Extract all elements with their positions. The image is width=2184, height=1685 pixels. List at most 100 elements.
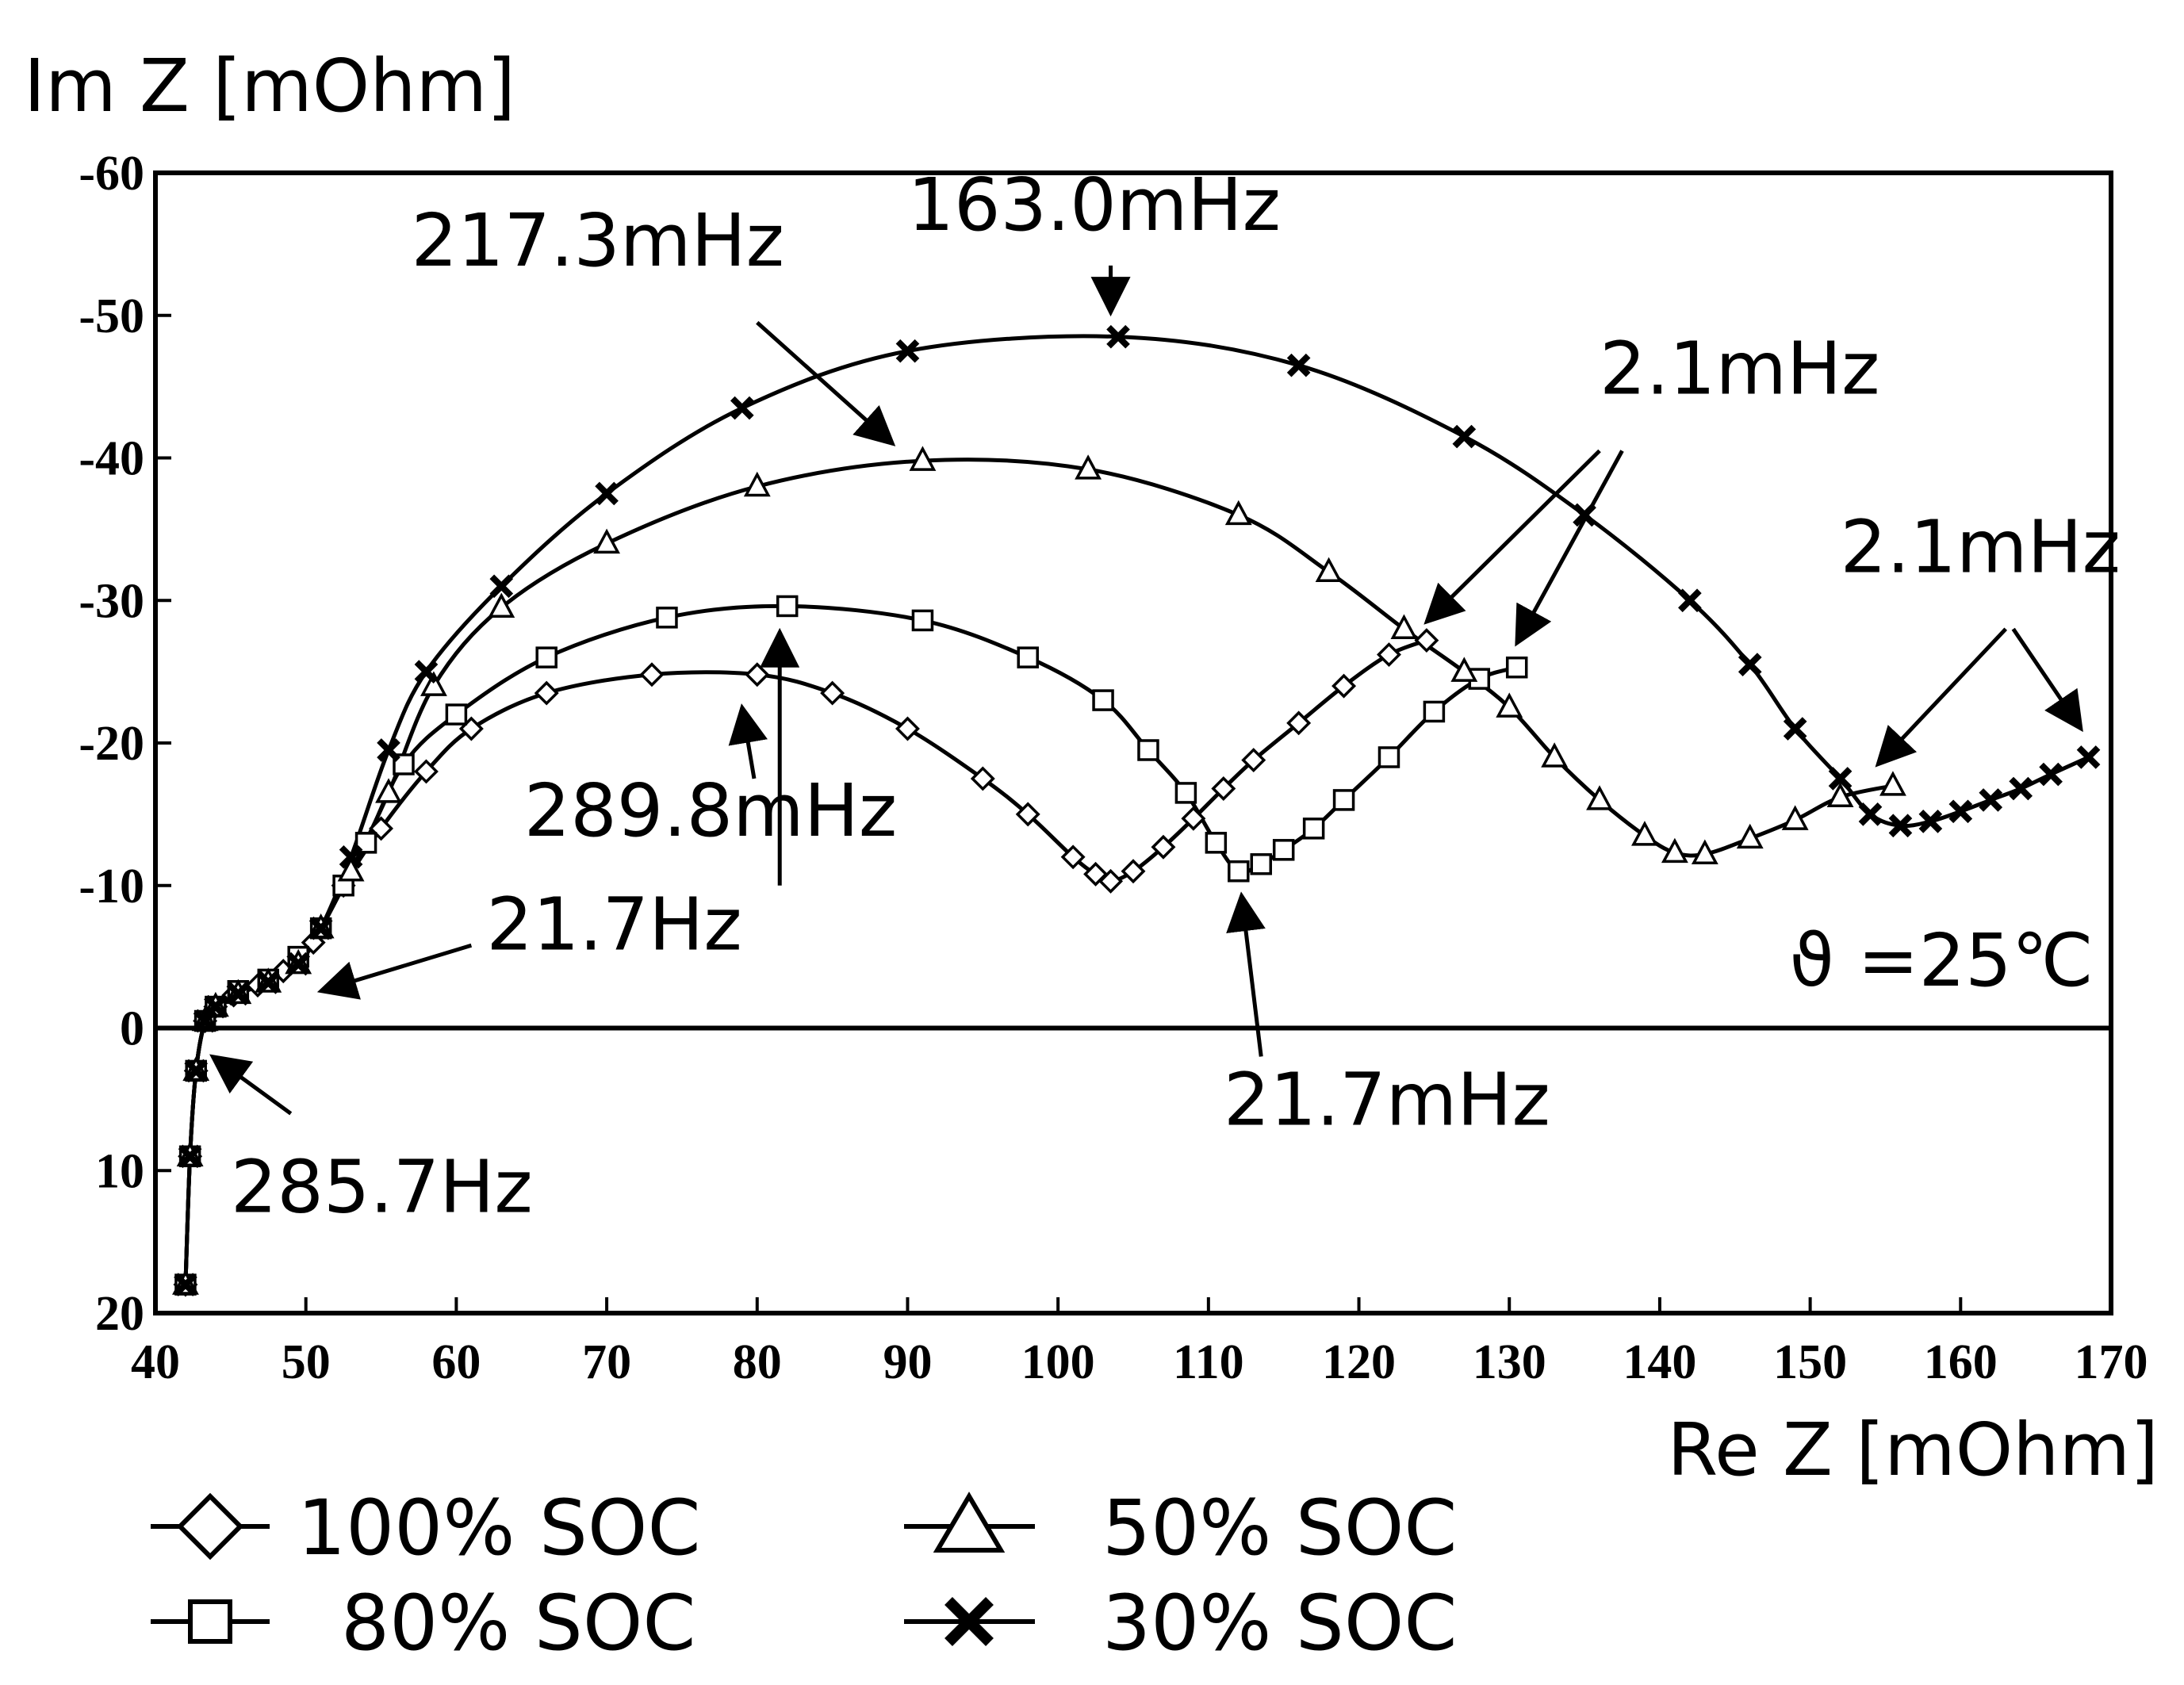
data-point-30-soc — [339, 844, 363, 869]
data-point-80-soc — [911, 609, 934, 632]
data-point-100-soc — [1151, 834, 1176, 860]
data-point-30-soc — [377, 738, 400, 762]
data-point-30-soc — [1828, 767, 1853, 791]
data-point-100-soc — [1060, 844, 1086, 870]
annotation-2-1mhz: 2.1mHz — [1841, 504, 2121, 589]
data-point-80-soc — [1137, 739, 1159, 761]
y-tick-label-20: 20 — [95, 1287, 144, 1341]
x-tick-label-130: 130 — [1473, 1335, 1546, 1389]
legend-item-50-soc: 50% SOC — [904, 1484, 1457, 1572]
data-point-50-soc — [1586, 785, 1613, 810]
annotation-217-3mhz: 217.3mHz — [411, 198, 784, 283]
data-point-30-soc — [1888, 814, 1913, 838]
data-point-80-soc — [1272, 839, 1295, 861]
data-point-30-soc — [308, 916, 333, 940]
y-tick-label-40: -40 — [79, 432, 144, 486]
data-point-80-soc — [445, 703, 468, 726]
x-tick-label-50: 50 — [282, 1335, 331, 1389]
data-point-30-soc — [178, 1144, 202, 1169]
data-point-30-soc — [730, 396, 754, 420]
data-point-100-soc — [1331, 673, 1357, 699]
data-point-100-soc — [1181, 806, 1206, 831]
data-point-80-soc — [1377, 746, 1400, 768]
data-point-80-soc — [656, 607, 678, 629]
data-point-30-soc — [414, 660, 439, 684]
data-point-30-soc — [1106, 324, 1130, 349]
data-point-30-soc — [1783, 717, 1807, 741]
data-point-100-soc — [1414, 628, 1439, 653]
y-tick-label-10: 10 — [95, 1144, 144, 1198]
legend-item-80-soc: 80% SOC — [151, 1579, 695, 1668]
data-point-100-soc — [413, 759, 439, 784]
legend-label-100-soc: 100% SOC — [297, 1484, 701, 1572]
annotation-arrow — [1423, 449, 1601, 625]
data-point-50-soc — [1224, 500, 1252, 526]
legend-item-30-soc: 30% SOC — [904, 1579, 1457, 1668]
annotation-arrow — [1226, 891, 1266, 1057]
data-point-50-soc — [1736, 823, 1764, 849]
data-point-30-soc — [2076, 745, 2101, 769]
data-point-50-soc — [1631, 821, 1658, 846]
legend-triangle-marker — [933, 1492, 1006, 1553]
data-point-50-soc — [909, 446, 937, 471]
legend-x-marker — [944, 1597, 994, 1646]
data-point-30-soc — [256, 971, 281, 994]
data-point-80-soc — [1092, 689, 1114, 711]
y-axis-title: Im Z [mOhm] — [24, 44, 515, 128]
annotation-2-1mhz: 2.1mHz — [1600, 327, 1879, 412]
data-point-80-soc — [1017, 646, 1039, 668]
legend-item-100-soc: 100% SOC — [151, 1484, 701, 1572]
x-tick-label-90: 90 — [883, 1335, 932, 1389]
data-point-30-soc — [1678, 588, 1702, 613]
data-point-100-soc — [1098, 868, 1124, 894]
data-point-80-soc — [1505, 656, 1528, 679]
data-point-30-soc — [1918, 810, 1943, 833]
x-tick-label-60: 60 — [431, 1335, 481, 1389]
data-point-50-soc — [1075, 454, 1102, 480]
annotation-arrow — [1875, 627, 2008, 768]
x-tick-label-150: 150 — [1773, 1335, 1847, 1389]
data-point-80-soc — [1228, 860, 1250, 883]
annotation-arrow — [316, 943, 473, 1000]
data-point-80-soc — [393, 753, 415, 775]
data-point-30-soc — [595, 481, 619, 506]
data-point-50-soc — [1496, 692, 1523, 718]
x-tick-label-140: 140 — [1623, 1335, 1696, 1389]
data-point-50-soc — [1450, 657, 1478, 682]
annotation-285-7hz: 285.7Hz — [231, 1144, 533, 1229]
data-point-30-soc — [1738, 653, 1762, 676]
data-point-100-soc — [895, 716, 920, 741]
data-point-80-soc — [535, 646, 557, 668]
data-point-50-soc — [1879, 771, 1906, 796]
data-point-80-soc — [1423, 700, 1446, 723]
data-point-30-soc — [1452, 424, 1477, 449]
data-point-100-soc — [1286, 710, 1312, 736]
y-tick-label-10: -10 — [79, 860, 144, 913]
data-point-50-soc — [1315, 557, 1343, 583]
x-tick-label-110: 110 — [1173, 1335, 1244, 1389]
data-point-100-soc — [745, 662, 770, 687]
y-tick-label-20: -20 — [79, 717, 144, 771]
data-point-50-soc — [1826, 782, 1854, 808]
data-point-50-soc — [337, 856, 365, 882]
data-point-50-soc — [375, 778, 402, 803]
data-point-50-soc — [1661, 837, 1688, 864]
data-point-30-soc — [2039, 762, 2063, 787]
data-point-100-soc — [1211, 776, 1236, 801]
data-point-50-soc — [1781, 805, 1809, 830]
data-point-100-soc — [1377, 642, 1401, 668]
data-point-100-soc — [1241, 748, 1266, 773]
x-tick-label-160: 160 — [1924, 1335, 1998, 1389]
data-point-50-soc — [593, 528, 621, 554]
x-tick-label-80: 80 — [733, 1335, 782, 1389]
data-point-100-soc — [970, 766, 995, 791]
x-tick-label-170: 170 — [2075, 1335, 2148, 1389]
data-point-100-soc — [1083, 861, 1109, 887]
annotation-289-8mhz: 289.8mHz — [524, 768, 897, 853]
y-tick-label-60: -60 — [79, 147, 144, 201]
data-point-80-soc — [1174, 782, 1197, 804]
annotation-arrow — [728, 703, 768, 779]
legend-square-marker — [188, 1599, 232, 1644]
